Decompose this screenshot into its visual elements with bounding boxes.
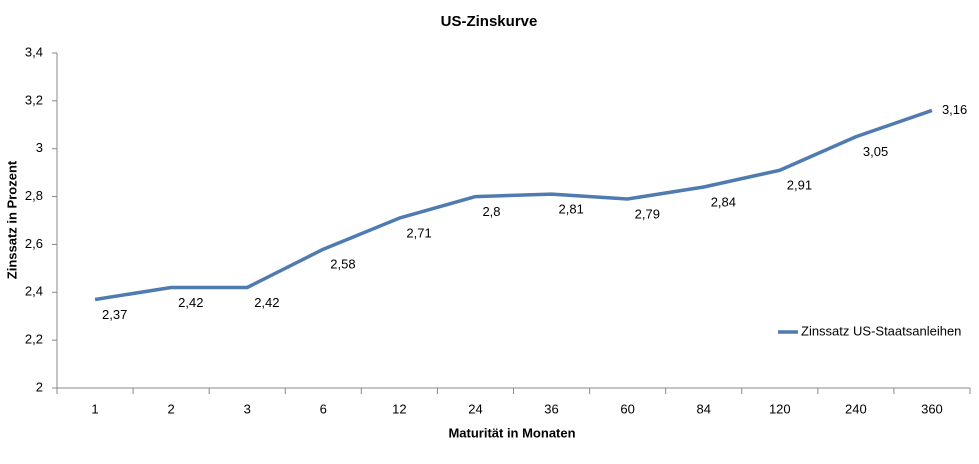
y-tick-label: 2,8 <box>25 188 43 203</box>
x-tick-label: 1 <box>91 401 98 416</box>
y-axis-title: Zinssatz in Prozent <box>4 160 19 279</box>
y-tick-label: 2 <box>36 379 43 394</box>
data-label: 2,81 <box>559 202 584 217</box>
data-label: 2,84 <box>711 194 736 209</box>
x-tick-label: 12 <box>392 401 406 416</box>
legend-label: Zinssatz US-Staatsanleihen <box>801 323 961 338</box>
data-label: 3,05 <box>863 144 888 159</box>
data-label: 2,8 <box>482 204 500 219</box>
x-tick-label: 240 <box>845 401 867 416</box>
x-tick-label: 84 <box>696 401 710 416</box>
data-label: 2,58 <box>330 257 355 272</box>
data-label: 2,71 <box>406 226 431 241</box>
data-label: 3,16 <box>942 102 967 117</box>
y-tick-label: 2,6 <box>25 236 43 251</box>
y-tick-label: 3,4 <box>25 44 43 59</box>
y-tick-label: 3,2 <box>25 92 43 107</box>
x-tick-label: 3 <box>244 401 251 416</box>
x-tick-label: 120 <box>769 401 791 416</box>
y-tick-label: 2,2 <box>25 332 43 347</box>
y-tick-label: 2,4 <box>25 284 43 299</box>
data-label: 2,42 <box>254 295 279 310</box>
chart-title: US-Zinskurve <box>441 13 538 30</box>
data-label: 2,91 <box>787 178 812 193</box>
data-line <box>94 108 933 302</box>
x-axis-title: Maturität in Monaten <box>448 425 575 440</box>
x-tick-label: 2 <box>168 401 175 416</box>
x-tick-label: 60 <box>620 401 634 416</box>
data-label: 2,79 <box>635 206 660 221</box>
x-tick-label: 24 <box>468 401 482 416</box>
data-label: 2,42 <box>178 295 203 310</box>
x-tick-label: 36 <box>544 401 558 416</box>
x-tick-label: 6 <box>320 401 327 416</box>
x-tick-label: 360 <box>921 401 943 416</box>
data-label: 2,37 <box>102 307 127 322</box>
y-tick-label: 3 <box>36 140 43 155</box>
